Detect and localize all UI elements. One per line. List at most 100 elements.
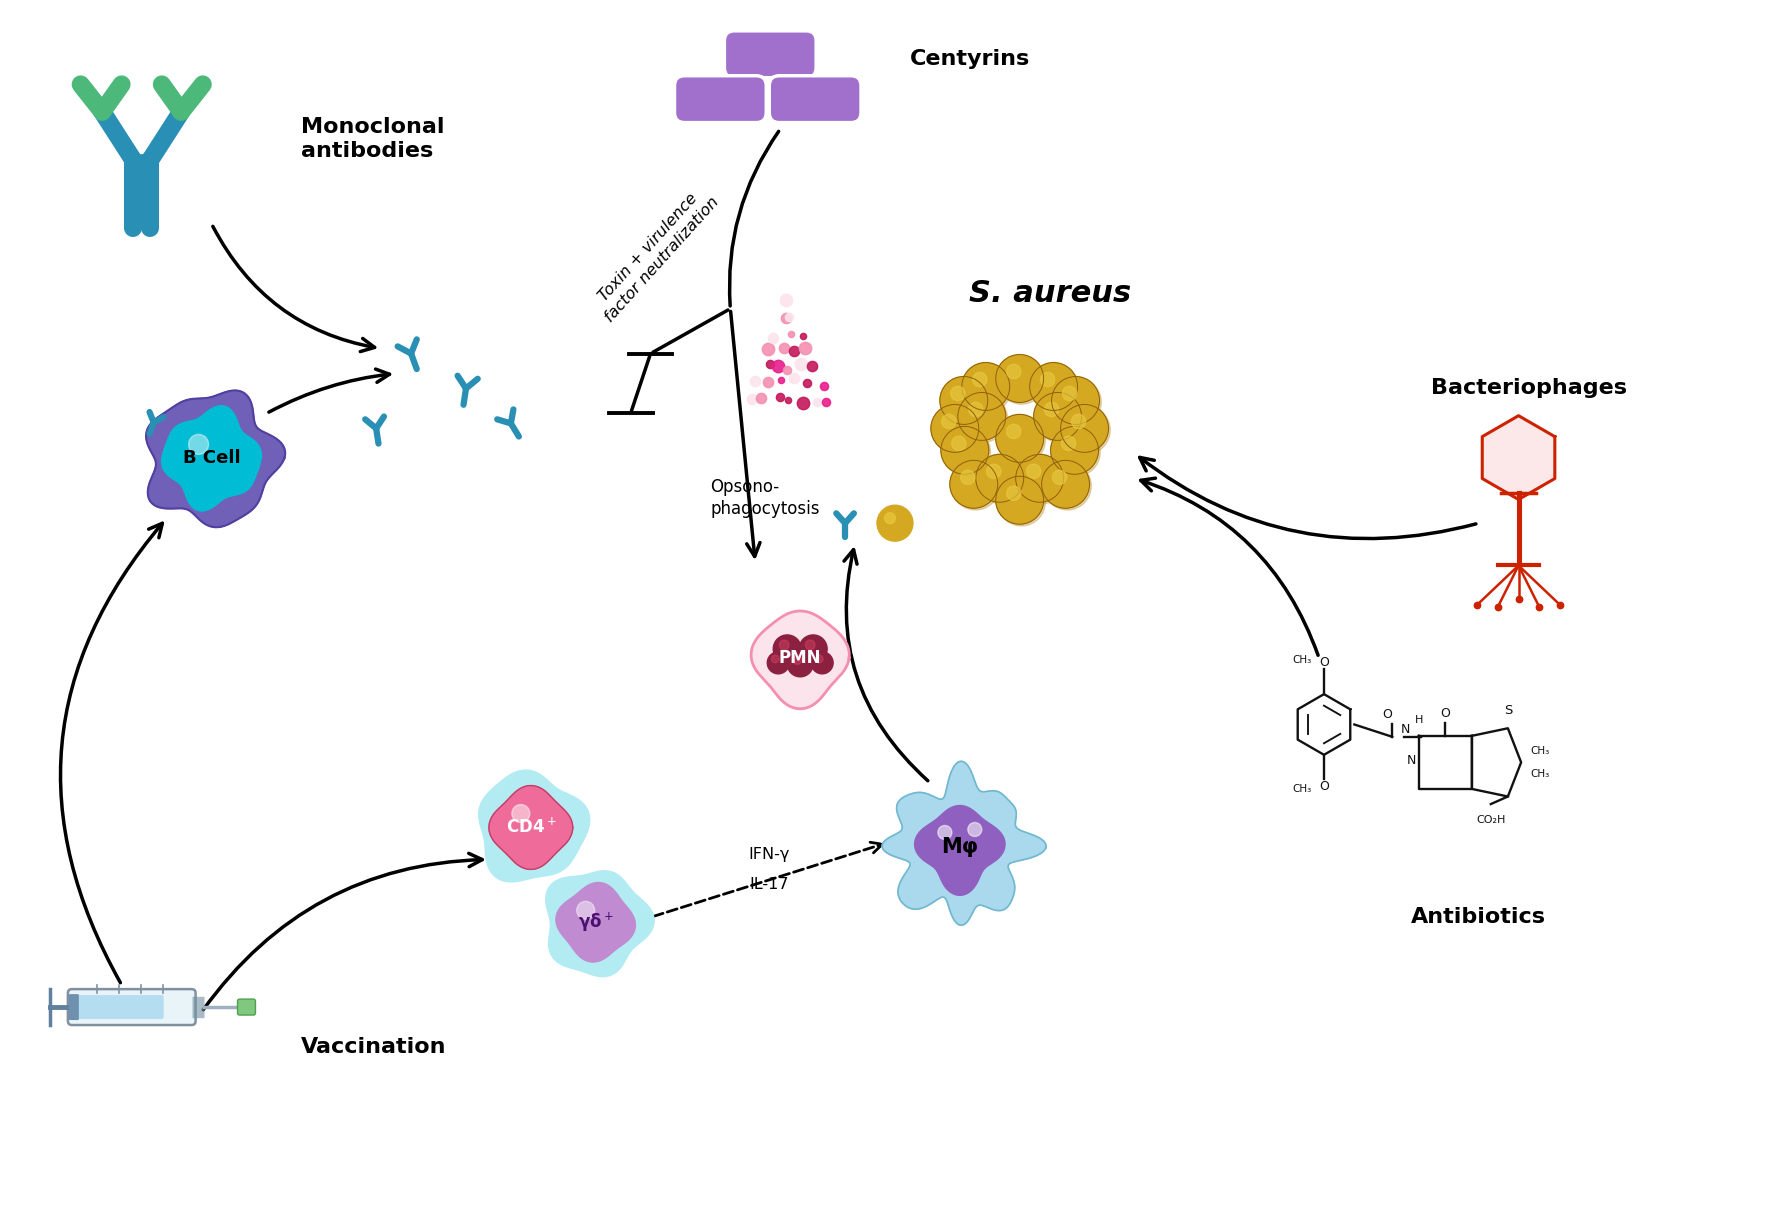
Point [771,338,799,358]
Polygon shape [914,806,1005,895]
Point [764,356,792,376]
Text: IFN-γ: IFN-γ [748,848,790,863]
Circle shape [987,464,1001,478]
Text: CD4$^+$: CD4$^+$ [505,818,556,837]
Text: N: N [1402,722,1411,736]
Circle shape [952,463,999,510]
Polygon shape [882,761,1045,925]
Point [789,394,817,413]
Point [737,389,766,408]
Text: Monoclonal
antibodies: Monoclonal antibodies [301,117,445,162]
Point [773,308,801,327]
Circle shape [941,426,989,475]
Point [803,393,831,412]
Circle shape [960,394,1008,442]
Point [812,393,840,412]
Point [790,338,819,358]
Circle shape [998,356,1045,405]
Circle shape [960,470,975,484]
Circle shape [968,823,982,836]
Circle shape [1063,387,1077,401]
Polygon shape [546,871,654,976]
FancyBboxPatch shape [769,76,861,122]
Circle shape [1051,377,1099,424]
Point [767,371,796,390]
Point [760,327,789,347]
Circle shape [1006,365,1021,379]
Text: Centyrins: Centyrins [911,50,1030,69]
Circle shape [1017,457,1065,504]
Circle shape [773,635,801,663]
Point [794,373,822,393]
Circle shape [1033,393,1081,441]
Circle shape [1061,405,1109,452]
Text: γδ$^+$: γδ$^+$ [578,911,613,934]
Circle shape [1031,365,1079,412]
Point [773,361,801,381]
Circle shape [1053,470,1067,484]
Point [766,387,794,406]
Text: O: O [1318,780,1329,794]
Point [774,307,803,326]
Circle shape [812,652,833,674]
Circle shape [1044,463,1092,510]
Point [1547,596,1575,615]
Circle shape [998,478,1045,525]
Circle shape [978,457,1026,504]
Circle shape [969,402,983,417]
Circle shape [799,635,828,663]
Circle shape [1063,406,1111,454]
Polygon shape [556,883,636,962]
Circle shape [1006,424,1021,439]
Circle shape [771,655,780,663]
Circle shape [1030,362,1077,411]
Circle shape [932,406,980,454]
Text: IL-17: IL-17 [750,877,789,893]
Circle shape [1026,464,1040,478]
Text: CH₃: CH₃ [1292,784,1311,794]
Text: CO₂H: CO₂H [1476,815,1506,825]
Text: Mφ: Mφ [941,837,978,858]
Circle shape [937,825,952,840]
Point [1483,598,1512,617]
FancyBboxPatch shape [675,76,766,122]
Text: Bacteriophages: Bacteriophages [1430,378,1627,399]
Circle shape [1042,460,1090,509]
Text: S. aureus: S. aureus [969,279,1131,308]
Point [797,356,826,376]
Point [757,354,785,373]
Polygon shape [161,406,262,511]
Circle shape [950,387,966,401]
Circle shape [884,512,895,524]
Circle shape [996,476,1044,524]
Text: Vaccination: Vaccination [301,1036,447,1057]
Circle shape [952,436,966,451]
Text: H: H [1414,715,1423,725]
Circle shape [998,417,1045,464]
Circle shape [1006,486,1021,500]
Circle shape [512,805,530,823]
Text: CH₃: CH₃ [1531,768,1550,779]
Circle shape [787,651,813,676]
Circle shape [804,640,815,650]
Text: O: O [1441,707,1449,720]
Point [810,376,838,395]
Circle shape [1040,372,1054,387]
Text: Opsono-
phagocytosis: Opsono- phagocytosis [711,478,820,518]
Point [1462,596,1490,615]
Circle shape [962,362,1010,411]
Point [753,339,781,359]
Text: S: S [1504,704,1512,716]
Circle shape [1051,426,1099,475]
Polygon shape [145,390,285,527]
Text: N: N [1407,754,1416,767]
Circle shape [815,655,822,663]
Circle shape [996,355,1044,402]
Point [778,324,806,343]
Circle shape [1072,414,1086,429]
Polygon shape [751,611,849,709]
FancyBboxPatch shape [69,994,80,1020]
Point [780,368,808,388]
Circle shape [1044,402,1060,417]
Polygon shape [489,785,572,870]
